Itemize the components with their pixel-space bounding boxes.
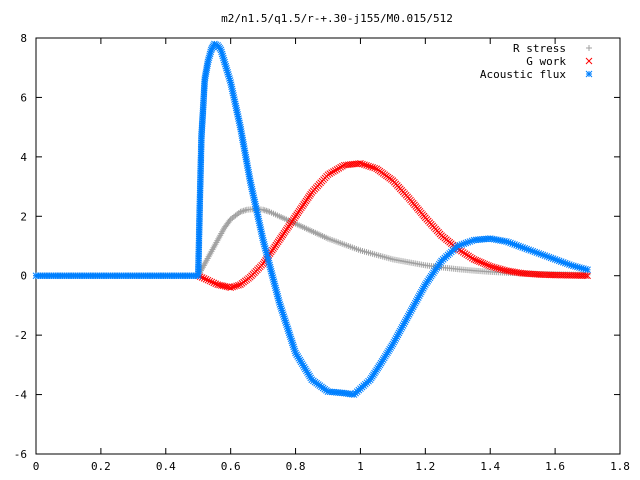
- data-point: [200, 275, 208, 282]
- data-point: [488, 263, 496, 271]
- data-point: [333, 166, 341, 173]
- legend-marker: [585, 57, 593, 65]
- chart-title: m2/n1.5/q1.5/r-+.30-j155/M0.015/512: [221, 12, 453, 25]
- data-point: [486, 262, 494, 270]
- data-point: [584, 271, 591, 278]
- data-point: [476, 258, 483, 266]
- data-point: [359, 160, 366, 168]
- plot-area: [32, 40, 591, 398]
- y-tick-label: -2: [14, 329, 27, 342]
- x-tick-label: 0.8: [286, 460, 306, 473]
- data-point: [365, 162, 372, 170]
- data-point: [470, 256, 478, 263]
- x-tick-label: 0.4: [156, 460, 176, 473]
- plot-frame: [35, 37, 621, 455]
- data-point: [477, 259, 485, 266]
- data-point: [331, 167, 339, 174]
- legend-marker: [586, 45, 592, 51]
- x-tick-label: 1.8: [610, 460, 630, 473]
- x-tick-label: 1.4: [480, 460, 500, 473]
- y-tick-label: -6: [14, 448, 27, 461]
- x-tick-label: 1: [357, 460, 364, 473]
- y-tick-label: 8: [20, 32, 27, 45]
- legend-marker: [585, 70, 593, 78]
- data-point: [490, 263, 498, 271]
- data-point: [210, 279, 218, 287]
- y-tick-label: -4: [14, 389, 28, 402]
- data-point: [584, 266, 591, 274]
- data-point: [494, 265, 502, 272]
- data-point: [339, 162, 346, 170]
- data-point: [202, 275, 210, 283]
- y-tick-label: 2: [20, 210, 27, 223]
- data-point: [497, 265, 504, 273]
- data-point: [337, 163, 344, 171]
- y-tick-label: 4: [20, 151, 27, 164]
- data-point: [468, 237, 476, 245]
- data-point: [485, 262, 492, 269]
- series-2: [32, 40, 591, 398]
- x-tick-label: 0: [33, 460, 40, 473]
- data-point: [227, 284, 235, 291]
- x-tick-label: 0.2: [91, 460, 111, 473]
- data-point: [212, 280, 220, 288]
- data-point: [324, 171, 332, 179]
- y-tick-label: 0: [20, 270, 27, 283]
- data-point: [472, 256, 480, 264]
- data-point: [584, 272, 591, 280]
- data-point: [206, 277, 214, 285]
- data-point: [326, 170, 334, 177]
- data-point: [226, 217, 233, 224]
- x-tick-label: 0.6: [221, 460, 241, 473]
- axis-ticks: 0 0.2 0.4 0.6 0.8 1 1.2 1.4 1.6 1.8 -6 -4 -2 0 2 4 6 8: [14, 32, 630, 473]
- data-point: [229, 283, 236, 291]
- data-point: [367, 163, 374, 171]
- data-point: [233, 282, 240, 290]
- data-point: [357, 160, 364, 167]
- data-point: [363, 162, 370, 169]
- legend-label: G work: [526, 55, 566, 68]
- data-point: [328, 169, 335, 176]
- data-point: [371, 164, 378, 172]
- data-point: [582, 272, 589, 280]
- data-point: [483, 261, 490, 269]
- data-point: [235, 281, 242, 289]
- x-tick-label: 1.6: [545, 460, 565, 473]
- data-point: [204, 276, 212, 284]
- data-point: [231, 283, 238, 290]
- data-point: [479, 259, 487, 267]
- data-point: [501, 266, 508, 274]
- data-point: [474, 257, 481, 265]
- data-point: [208, 278, 216, 286]
- data-point: [335, 164, 343, 172]
- series-1: [194, 160, 591, 291]
- data-point: [369, 164, 376, 171]
- legend-label: Acoustic flux: [480, 68, 566, 81]
- legend-label: R stress: [513, 42, 566, 55]
- data-point: [361, 161, 368, 169]
- x-tick-label: 1.2: [415, 460, 435, 473]
- data-point: [499, 266, 506, 273]
- data-point: [492, 264, 500, 272]
- data-point: [481, 260, 489, 268]
- data-point: [330, 168, 337, 175]
- y-tick-label: 6: [20, 91, 27, 104]
